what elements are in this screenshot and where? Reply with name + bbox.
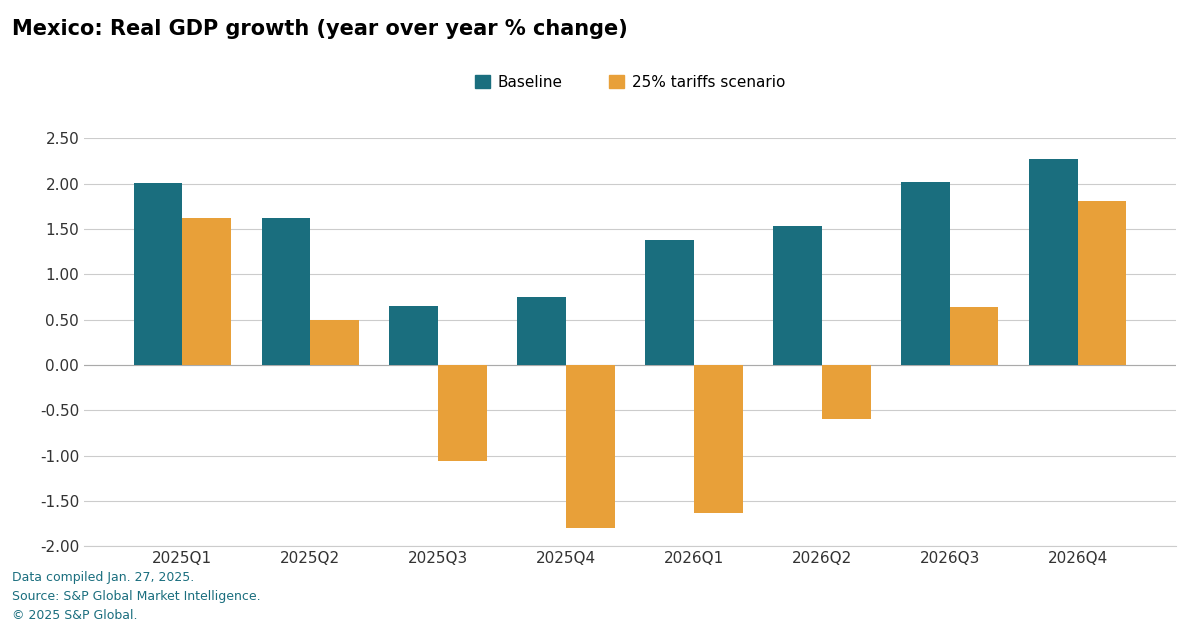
Bar (390, 306, 438, 365)
Bar (310, 320, 359, 365)
Bar (822, 365, 870, 420)
Bar (133, 183, 182, 365)
Bar (262, 218, 310, 365)
Bar (517, 297, 566, 365)
Bar (1030, 159, 1078, 365)
Bar (950, 307, 998, 365)
Bar (1078, 201, 1127, 365)
Bar (438, 365, 487, 461)
Bar (773, 226, 822, 365)
Bar (901, 181, 950, 365)
Bar (182, 218, 230, 365)
Bar (566, 365, 614, 528)
Text: Data compiled Jan. 27, 2025.
Source: S&P Global Market Intelligence.
© 2025 S&P : Data compiled Jan. 27, 2025. Source: S&P… (12, 571, 260, 622)
Legend: Baseline, 25% tariffs scenario: Baseline, 25% tariffs scenario (475, 75, 785, 90)
Bar (694, 365, 743, 513)
Bar (646, 240, 694, 365)
Text: Mexico: Real GDP growth (year over year % change): Mexico: Real GDP growth (year over year … (12, 19, 628, 39)
